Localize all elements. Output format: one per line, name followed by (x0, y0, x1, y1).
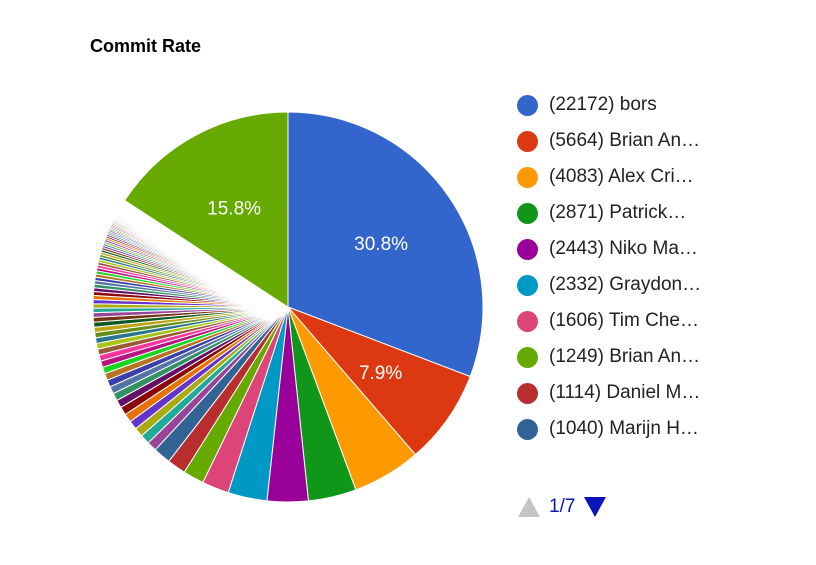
legend-item[interactable]: (5664) Brian An… (517, 126, 700, 156)
legend-color-dot-icon (517, 274, 538, 296)
pager-prev-arrow-icon[interactable] (518, 497, 540, 517)
legend-item[interactable]: (1114) Daniel M… (517, 378, 700, 408)
legend-item[interactable]: (1606) Tim Che… (517, 306, 699, 336)
legend-item-label: (5664) Brian An… (549, 130, 701, 151)
legend-color-dot-icon (517, 382, 538, 404)
legend-color-dot-icon (517, 202, 538, 224)
legend-item-label: (2443) Niko Ma… (549, 238, 698, 259)
legend-item[interactable]: (22172) bors (517, 90, 657, 120)
legend-item-label: (1040) Marijn H… (549, 418, 699, 439)
legend-color-dot-icon (517, 166, 538, 188)
legend-item[interactable]: (1249) Brian An… (517, 342, 700, 372)
legend-item[interactable]: (2443) Niko Ma… (517, 234, 698, 264)
legend-item[interactable]: (1040) Marijn H… (517, 414, 699, 444)
legend-item-label: (4083) Alex Cri… (549, 166, 694, 187)
legend-item-label: (1114) Daniel M… (549, 382, 701, 403)
legend-color-dot-icon (517, 130, 538, 152)
slice-percent-label: 15.8% (207, 199, 261, 220)
legend-item[interactable]: (2332) Graydon… (517, 270, 701, 300)
slice-percent-label: 30.8% (354, 234, 408, 255)
pie-slice[interactable] (287, 111, 484, 378)
legend-item-label: (22172) bors (549, 94, 657, 115)
pager-next-arrow-icon[interactable] (584, 497, 607, 517)
pie-slice-other[interactable] (123, 111, 289, 308)
pie-slice[interactable] (287, 306, 471, 456)
legend-item-label: (1606) Tim Che… (549, 310, 699, 331)
legend-color-dot-icon (517, 310, 538, 332)
legend-item-label: (2332) Graydon… (549, 274, 702, 295)
legend-item[interactable]: (4083) Alex Cri… (517, 162, 694, 192)
chart-title: Commit Rate (90, 36, 202, 56)
legend-item[interactable]: (2871) Patrick… (517, 198, 686, 228)
legend-item-label: (1249) Brian An… (549, 346, 701, 367)
legend-pager: 1/7 (518, 494, 607, 520)
legend-color-dot-icon (517, 346, 538, 368)
legend-color-dot-icon (517, 94, 538, 116)
legend-color-dot-icon (517, 238, 538, 260)
pager-page-label: 1/7 (549, 496, 576, 517)
legend-color-dot-icon (517, 418, 538, 440)
slice-percent-label: 7.9% (359, 363, 402, 384)
legend-item-label: (2871) Patrick… (549, 202, 687, 223)
